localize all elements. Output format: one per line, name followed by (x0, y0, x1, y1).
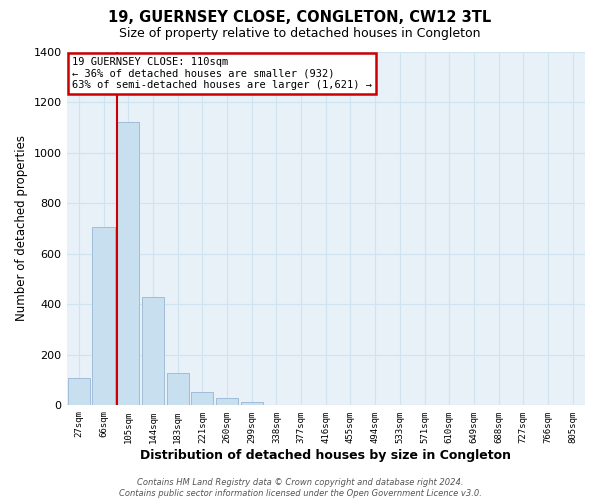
X-axis label: Distribution of detached houses by size in Congleton: Distribution of detached houses by size … (140, 450, 511, 462)
Text: Size of property relative to detached houses in Congleton: Size of property relative to detached ho… (119, 28, 481, 40)
Text: Contains HM Land Registry data © Crown copyright and database right 2024.
Contai: Contains HM Land Registry data © Crown c… (119, 478, 481, 498)
Bar (92, 227, 115, 406)
Bar (167, 372, 189, 406)
Text: 19, GUERNSEY CLOSE, CONGLETON, CW12 3TL: 19, GUERNSEY CLOSE, CONGLETON, CW12 3TL (109, 10, 491, 25)
Text: 19 GUERNSEY CLOSE: 110sqm
← 36% of detached houses are smaller (932)
63% of semi: 19 GUERNSEY CLOSE: 110sqm ← 36% of detac… (72, 57, 372, 90)
Bar (68, 378, 90, 406)
Bar (216, 398, 238, 406)
Bar (117, 122, 139, 406)
Bar (142, 296, 164, 406)
Bar (191, 392, 214, 406)
Y-axis label: Number of detached properties: Number of detached properties (15, 136, 28, 322)
Bar (241, 402, 263, 406)
